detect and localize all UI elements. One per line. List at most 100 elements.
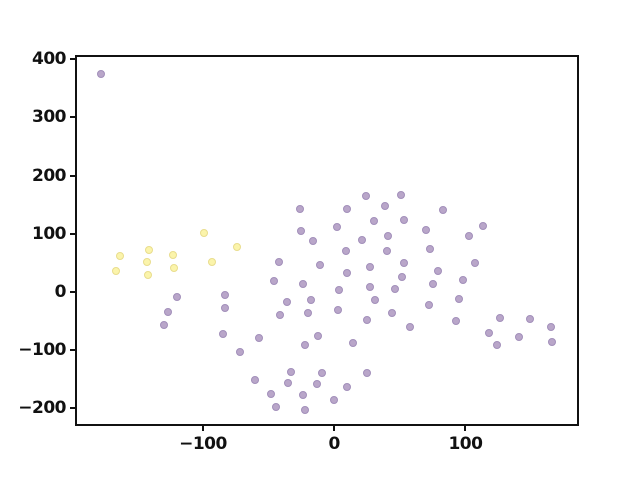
scatter-point-purple-cluster (384, 232, 393, 241)
y-axis-tick (70, 174, 75, 177)
scatter-point-purple-cluster (357, 235, 366, 244)
y-axis-tick-label: −100 (18, 340, 66, 361)
x-axis-tick (333, 426, 336, 431)
scatter-point-purple-cluster (458, 275, 467, 284)
scatter-point-purple-cluster (286, 368, 295, 377)
x-axis-tick-label: 100 (448, 434, 483, 454)
scatter-point-purple-cluster (330, 395, 339, 404)
scatter-point-purple-cluster (515, 333, 524, 342)
scatter-point-purple-cluster (251, 375, 260, 384)
scatter-point-purple-cluster (303, 308, 312, 317)
x-axis-tick-label: 0 (328, 434, 341, 454)
y-axis-tick-label: 100 (32, 223, 67, 244)
scatter-point-purple-cluster (282, 298, 291, 307)
y-axis-tick-label: −200 (18, 398, 66, 419)
scatter-point-purple-cluster (387, 309, 396, 318)
scatter-point-purple-cluster (172, 293, 181, 302)
scatter-point-purple-cluster (397, 190, 406, 199)
scatter-point-purple-cluster (398, 272, 407, 281)
y-axis-tick-label: 0 (54, 281, 67, 302)
scatter-point-yellow-cluster (116, 251, 125, 260)
scatter-point-purple-cluster (159, 321, 168, 330)
scatter-point-yellow-cluster (208, 257, 217, 266)
scatter-point-purple-cluster (267, 390, 276, 399)
scatter-point-purple-cluster (369, 217, 378, 226)
scatter-point-purple-cluster (390, 285, 399, 294)
scatter-point-purple-cluster (272, 402, 281, 411)
scatter-point-purple-cluster (406, 322, 415, 331)
scatter-point-purple-cluster (525, 314, 534, 323)
scatter-point-purple-cluster (399, 215, 408, 224)
scatter-point-purple-cluster (548, 337, 557, 346)
x-axis-tick (464, 426, 467, 431)
scatter-point-purple-cluster (298, 390, 307, 399)
y-axis-tick-label: 300 (32, 107, 67, 128)
scatter-point-purple-cluster (426, 244, 435, 253)
scatter-point-purple-cluster (470, 259, 479, 268)
y-axis-tick-label: 400 (32, 49, 67, 70)
scatter-point-purple-cluster (363, 316, 372, 325)
scatter-point-purple-cluster (478, 222, 487, 231)
scatter-point-purple-cluster (235, 348, 244, 357)
scatter-point-yellow-cluster (142, 258, 151, 267)
scatter-point-purple-cluster (485, 329, 494, 338)
scatter-point-purple-cluster (313, 379, 322, 388)
scatter-point-purple-cluster (424, 300, 433, 309)
scatter-point-yellow-cluster (170, 264, 179, 273)
scatter-point-purple-cluster (363, 369, 372, 378)
scatter-point-purple-cluster (221, 303, 230, 312)
scatter-point-purple-cluster (465, 231, 474, 240)
scatter-point-purple-cluster (218, 330, 227, 339)
scatter-point-purple-cluster (284, 379, 293, 388)
scatter-point-yellow-cluster (143, 271, 152, 280)
scatter-point-purple-cluster (433, 267, 442, 276)
scatter-point-yellow-cluster (168, 251, 177, 260)
y-axis-tick-label: 200 (32, 165, 67, 186)
scatter-point-purple-cluster (495, 314, 504, 323)
scatter-point-purple-cluster (269, 276, 278, 285)
scatter-point-purple-cluster (454, 294, 463, 303)
scatter-point-purple-cluster (348, 339, 357, 348)
scatter-point-purple-cluster (365, 262, 374, 271)
x-axis-tick-label: −100 (179, 434, 227, 454)
scatter-point-purple-cluster (335, 286, 344, 295)
scatter-point-purple-cluster (422, 226, 431, 235)
scatter-point-purple-cluster (334, 306, 343, 314)
scatter-point-purple-cluster (399, 259, 408, 268)
scatter-point-purple-cluster (343, 268, 352, 277)
scatter-point-purple-cluster (301, 406, 310, 415)
scatter-point-purple-cluster (318, 368, 327, 377)
scatter-point-purple-cluster (365, 283, 374, 292)
scatter-point-yellow-cluster (145, 245, 154, 254)
scatter-point-purple-cluster (343, 204, 352, 213)
scatter-point-purple-cluster (163, 307, 172, 316)
y-axis-tick (70, 116, 75, 119)
scatter-point-purple-cluster (492, 341, 501, 350)
scatter-point-purple-cluster (255, 333, 264, 342)
scatter-point-purple-cluster (298, 279, 307, 288)
scatter-point-purple-cluster (221, 290, 230, 299)
scatter-point-purple-cluster (382, 246, 391, 255)
scatter-point-purple-cluster (428, 279, 437, 288)
scatter-point-purple-cluster (314, 331, 323, 340)
scatter-point-purple-cluster (342, 247, 351, 256)
scatter-point-purple-cluster (309, 237, 318, 246)
scatter-point-purple-cluster (370, 295, 379, 304)
scatter-point-purple-cluster (452, 317, 461, 326)
y-axis-tick (70, 290, 75, 293)
scatter-point-yellow-cluster (112, 267, 121, 276)
scatter-point-purple-cluster (296, 205, 305, 214)
scatter-point-purple-cluster (332, 222, 341, 231)
scatter-point-purple-cluster (439, 205, 448, 214)
scatter-point-purple-cluster (546, 322, 555, 331)
scatter-point-purple-cluster (343, 383, 352, 392)
scatter-point-purple-cluster (276, 310, 285, 319)
scatter-point-purple-cluster (96, 70, 105, 79)
scatter-point-purple-cluster (381, 201, 390, 210)
scatter-point-purple-cluster (301, 340, 310, 349)
y-axis-tick (70, 407, 75, 410)
y-axis-tick (70, 58, 75, 61)
scatter-point-purple-cluster (315, 260, 324, 269)
plot-area (75, 55, 579, 426)
